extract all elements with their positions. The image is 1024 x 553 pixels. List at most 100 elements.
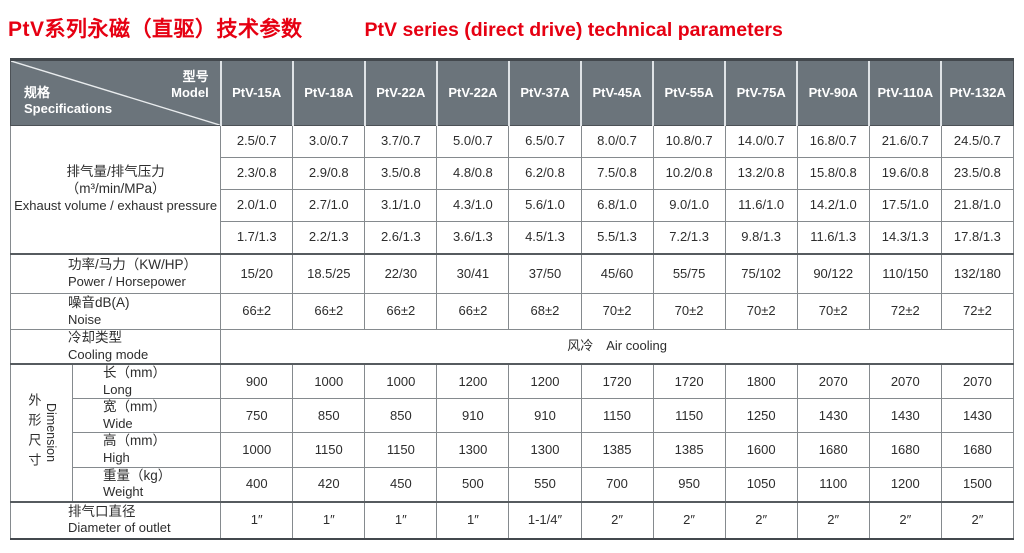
outlet-label-zh: 排气口直径 xyxy=(68,503,136,519)
value-cell: 1300 xyxy=(436,432,510,468)
value-cell: 910 xyxy=(436,398,510,434)
model-column-header: PtV-22A xyxy=(435,59,509,126)
value-cell: 1050 xyxy=(724,466,798,503)
value-cell: 9.0/1.0 xyxy=(652,189,726,222)
value-cell: 13.2/0.8 xyxy=(724,157,798,190)
value-cell: 1000 xyxy=(220,432,294,468)
value-cell: 90/122 xyxy=(796,252,870,294)
long-label-cell: 长（mm） Long xyxy=(72,363,222,400)
wide-label-zh: 宽（mm） xyxy=(103,399,167,415)
value-cell: 1500 xyxy=(940,466,1015,503)
value-cell: 70±2 xyxy=(724,293,798,330)
value-cell: 14.3/1.3 xyxy=(868,221,942,254)
value-cell: 70±2 xyxy=(796,293,870,330)
value-cell: 2.7/1.0 xyxy=(292,189,366,222)
value-cell: 1150 xyxy=(292,432,366,468)
dimension-group-zh: 外形尺寸 xyxy=(26,392,42,473)
value-cell: 1100 xyxy=(796,466,870,503)
value-cell: 23.5/0.8 xyxy=(940,157,1015,190)
value-cell: 21.6/0.7 xyxy=(868,125,942,158)
value-cell: 17.8/1.3 xyxy=(940,221,1015,254)
value-cell: 900 xyxy=(220,363,294,400)
table-row-exhaust-3: 2.0/1.0 2.7/1.0 3.1/1.0 4.3/1.0 5.6/1.0 … xyxy=(11,189,1015,222)
value-cell: 400 xyxy=(220,466,294,503)
model-column-header: PtV-75A xyxy=(724,59,798,126)
value-cell: 1.7/1.3 xyxy=(220,221,294,254)
value-cell: 4.3/1.0 xyxy=(436,189,510,222)
value-cell: 30/41 xyxy=(436,252,510,294)
value-cell: 72±2 xyxy=(940,293,1015,330)
value-cell: 1″ xyxy=(364,500,438,540)
value-cell: 1″ xyxy=(436,500,510,540)
value-cell: 1720 xyxy=(652,363,726,400)
value-cell: 1″ xyxy=(292,500,366,540)
value-cell: 3.6/1.3 xyxy=(436,221,510,254)
value-cell: 2.0/1.0 xyxy=(220,189,294,222)
header-row: 型号 Model 规格 Specifications PtV-15A PtV-1… xyxy=(10,59,1014,126)
value-cell: 3.0/0.7 xyxy=(292,125,366,158)
value-cell: 1300 xyxy=(508,432,582,468)
value-cell: 70±2 xyxy=(580,293,654,330)
value-cell: 1385 xyxy=(652,432,726,468)
model-column-header: PtV-22A xyxy=(363,59,437,126)
corner-spec-label: 规格 Specifications xyxy=(24,85,112,118)
value-cell: 910 xyxy=(508,398,582,434)
value-cell: 1720 xyxy=(580,363,654,400)
value-cell: 7.5/0.8 xyxy=(580,157,654,190)
value-cell: 1800 xyxy=(724,363,798,400)
value-cell: 66±2 xyxy=(292,293,366,330)
value-cell: 10.8/0.7 xyxy=(652,125,726,158)
value-cell: 9.8/1.3 xyxy=(724,221,798,254)
value-cell: 1430 xyxy=(940,398,1015,434)
cooling-label-cell: 冷却类型 Cooling mode xyxy=(9,329,222,365)
weight-label-en: Weight xyxy=(103,484,144,500)
cooling-value-cell: 风冷 Air cooling xyxy=(220,329,1014,365)
dimension-group-cell: 外形尺寸 Dimension xyxy=(9,363,74,503)
model-column-header: PtV-90A xyxy=(796,59,870,126)
value-cell: 2″ xyxy=(868,500,942,540)
outlet-label-cell: 排气口直径 Diameter of outlet xyxy=(9,500,222,540)
value-cell: 1150 xyxy=(364,432,438,468)
value-cell: 18.5/25 xyxy=(292,252,366,294)
corner-model-label: 型号 Model xyxy=(171,69,209,102)
value-cell: 1150 xyxy=(652,398,726,434)
value-cell: 1680 xyxy=(868,432,942,468)
cooling-label-zh: 冷却类型 xyxy=(68,330,122,345)
value-cell: 2″ xyxy=(940,500,1015,540)
value-cell: 70±2 xyxy=(652,293,726,330)
value-cell: 5.0/0.7 xyxy=(436,125,510,158)
value-cell: 700 xyxy=(580,466,654,503)
table-row-dimension-long: 外形尺寸 Dimension 长（mm） Long 900 1000 1000 … xyxy=(9,363,1015,503)
value-cell: 2070 xyxy=(868,363,942,400)
model-column-header: PtV-55A xyxy=(652,59,726,126)
value-cell: 1200 xyxy=(436,363,510,400)
outlet-label-en: Diameter of outlet xyxy=(68,520,171,536)
value-cell: 55/75 xyxy=(652,252,726,294)
value-cell: 2070 xyxy=(796,363,870,400)
power-label-en: Power / Horsepower xyxy=(68,274,186,290)
value-cell: 1-1/4″ xyxy=(508,500,582,540)
value-cell: 2″ xyxy=(580,500,654,540)
wide-label-en: Wide xyxy=(103,416,133,432)
model-column-header: PtV-15A xyxy=(219,59,293,126)
model-column-header: PtV-110A xyxy=(868,59,942,126)
value-cell: 1430 xyxy=(796,398,870,434)
value-cell: 1000 xyxy=(364,363,438,400)
value-cell: 850 xyxy=(364,398,438,434)
exhaust-label-cell: 排气量/排气压力 （m³/min/MPa） Exhaust volume / e… xyxy=(9,125,222,254)
value-cell: 3.1/1.0 xyxy=(364,189,438,222)
value-cell: 6.5/0.7 xyxy=(508,125,582,158)
value-cell: 66±2 xyxy=(364,293,438,330)
power-label-zh: 功率/马力（KW/HP） xyxy=(68,257,198,273)
value-cell: 850 xyxy=(292,398,366,434)
value-cell: 2″ xyxy=(796,500,870,540)
value-cell: 17.5/1.0 xyxy=(868,189,942,222)
value-cell: 5.5/1.3 xyxy=(580,221,654,254)
weight-label-zh: 重量（kg） xyxy=(103,467,172,483)
dimension-group-en: Dimension xyxy=(43,403,58,463)
cooling-label-en: Cooling mode xyxy=(68,346,149,362)
long-label-zh: 长（mm） xyxy=(103,365,167,381)
wide-label-cell: 宽（mm） Wide xyxy=(72,398,222,434)
value-cell: 10.2/0.8 xyxy=(652,157,726,190)
value-cell: 7.2/1.3 xyxy=(652,221,726,254)
